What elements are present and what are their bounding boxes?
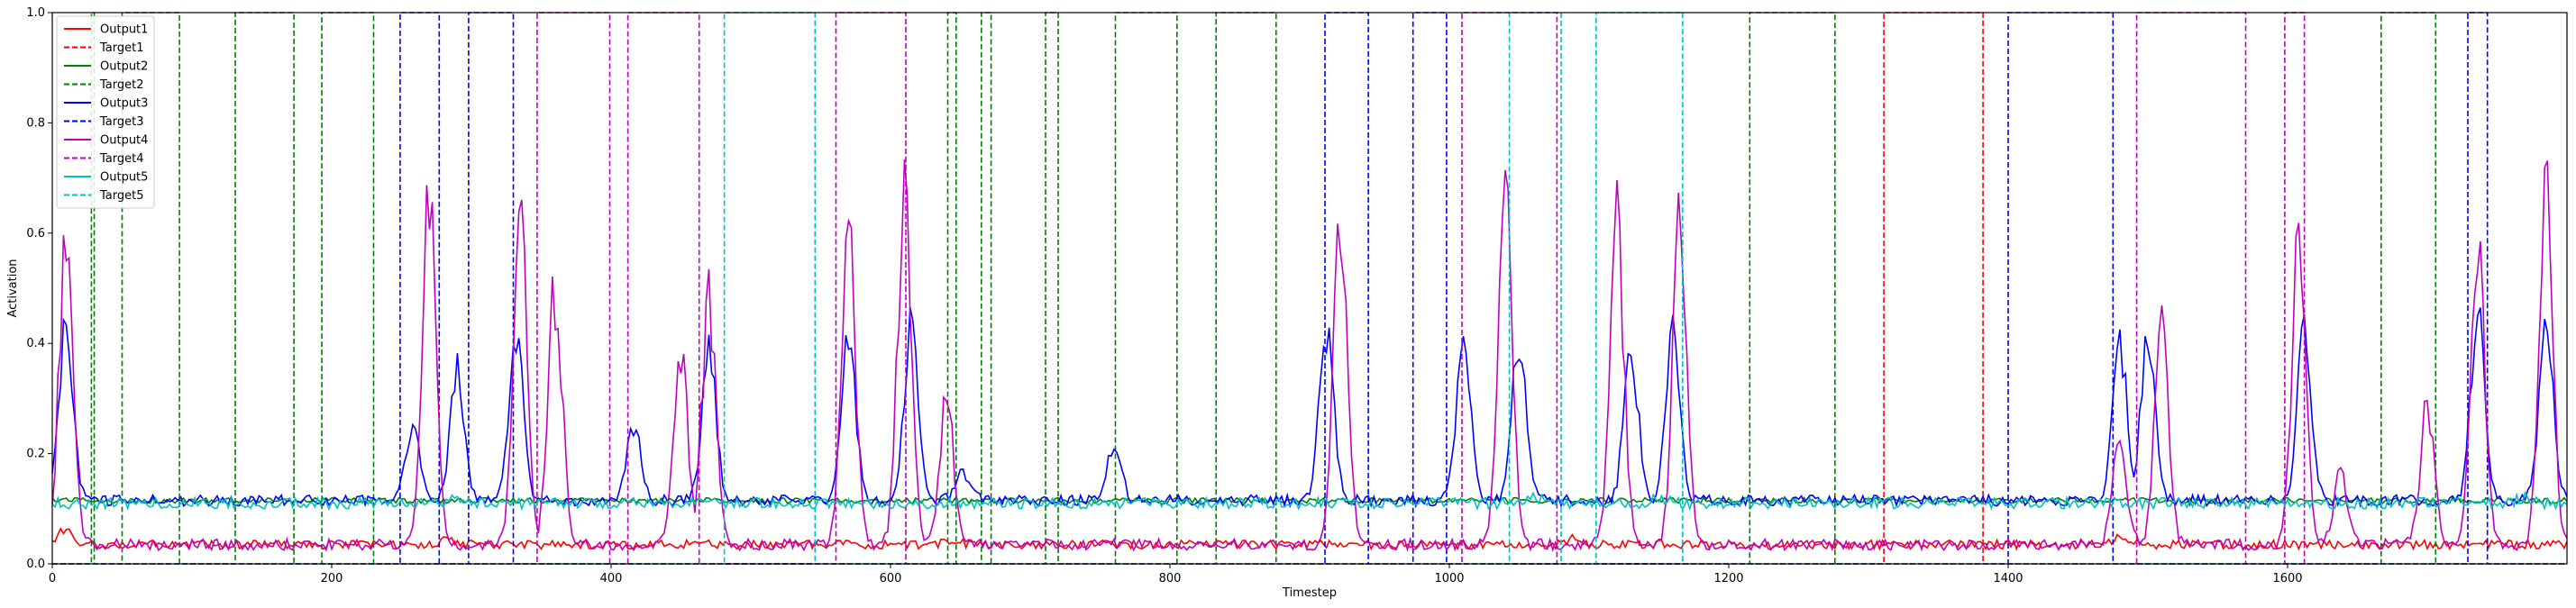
- x-tick-label: 400: [600, 572, 623, 585]
- series-line-target4: [52, 12, 2567, 565]
- y-tick-label: 0.4: [26, 337, 45, 350]
- y-axis: 0.0 0.2 0.4 0.6 0.8 1.0: [26, 6, 52, 571]
- y-tick-label: 0.6: [26, 227, 45, 240]
- legend-label-output2: Output2: [100, 60, 148, 74]
- legend-label-target2: Target2: [99, 78, 144, 92]
- legend-label-output1: Output1: [100, 23, 148, 37]
- legend-label-target4: Target4: [99, 152, 144, 166]
- x-tick-label: 800: [1159, 572, 1182, 585]
- series-line-output3: [51, 307, 2568, 509]
- y-tick-label: 0.8: [26, 116, 45, 130]
- y-tick-label: 0.0: [26, 558, 45, 571]
- series-line-target5: [52, 12, 2567, 565]
- y-tick-label: 0.2: [26, 448, 45, 461]
- legend-label-output5: Output5: [100, 171, 148, 185]
- legend-label-target5: Target5: [99, 189, 144, 203]
- legend-label-output3: Output3: [100, 97, 148, 111]
- series-line-output4: [51, 159, 2568, 553]
- series-line-target3: [52, 12, 2567, 565]
- x-axis: 0 200 400 600 800 1000 1200 1400 1600: [49, 564, 2303, 585]
- legend: Output1 Target1 Output2 Target2 Output3 Targe…: [56, 15, 155, 209]
- legend-label-output4: Output4: [100, 134, 148, 148]
- x-tick-label: 0: [49, 572, 56, 585]
- series-line-target1: [52, 12, 2567, 565]
- series-line-output2: [51, 496, 2568, 505]
- plot-frame: [51, 12, 2568, 565]
- x-axis-label: Timestep: [1282, 586, 1337, 600]
- series-line-output5: [51, 490, 2568, 512]
- x-tick-label: 1600: [2272, 572, 2302, 585]
- series-line-target2: [52, 12, 2567, 565]
- legend-label-target1: Target1: [99, 41, 144, 55]
- x-tick-label: 1000: [1434, 572, 1464, 585]
- x-tick-label: 200: [321, 572, 343, 585]
- series-group: [51, 12, 2568, 565]
- x-tick-label: 1400: [1993, 572, 2023, 585]
- y-axis-label: Activation: [6, 259, 20, 317]
- legend-label-target3: Target3: [99, 115, 144, 129]
- legend-box: [56, 15, 155, 209]
- series-line-output1: [51, 527, 2568, 551]
- x-tick-label: 600: [880, 572, 902, 585]
- y-tick-label: 1.0: [26, 6, 45, 20]
- x-tick-label: 1200: [1713, 572, 1743, 585]
